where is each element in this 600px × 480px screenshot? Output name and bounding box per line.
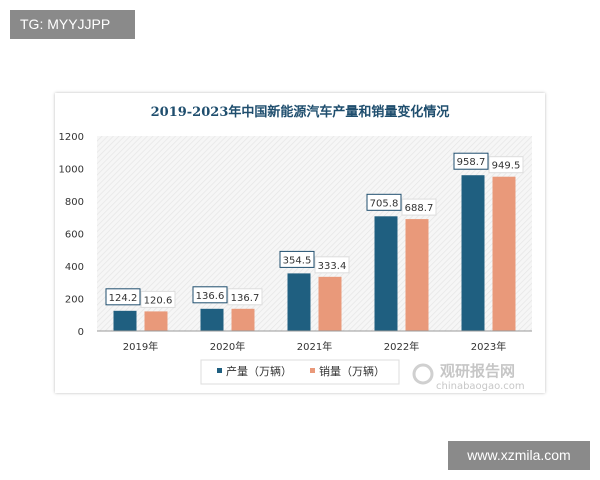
legend-label-production: 产量（万辆）: [226, 364, 292, 378]
data-label: 124.2: [109, 293, 138, 304]
watermark-site: www.xzmila.com: [448, 441, 590, 470]
data-label-box: [105, 288, 141, 306]
y-tick-label: 200: [65, 295, 84, 306]
legend: [200, 359, 400, 385]
data-label: 136.6: [196, 291, 225, 302]
y-tick-label: 600: [65, 230, 84, 241]
data-label-box: [192, 286, 228, 304]
data-label: 958.7: [457, 157, 486, 168]
legend-swatch-production: [217, 368, 222, 373]
bar-production: [374, 216, 398, 331]
watermark-tag: TG: MYYJJPP: [10, 10, 135, 39]
x-tick-label: 2021年: [297, 340, 332, 353]
data-label-box: [227, 288, 263, 306]
x-tick-label: 2023年: [471, 340, 506, 353]
bar-sales: [405, 219, 429, 331]
logo-icon: [412, 363, 434, 385]
y-tick-label: 800: [65, 197, 84, 208]
logo-name: 观研报告网: [440, 362, 515, 380]
bar-production: [461, 175, 485, 331]
bar-sales: [231, 308, 255, 331]
data-label-box: [401, 198, 437, 216]
data-label: 333.4: [318, 261, 347, 272]
data-label: 705.8: [370, 198, 399, 209]
data-label-box: [314, 256, 350, 274]
chart-title: 2019-2023年中国新能源汽车产量和销量变化情况: [151, 104, 450, 120]
publisher-logo: 观研报告网 chinabaogao.com: [412, 362, 525, 392]
data-label: 120.6: [144, 295, 173, 306]
y-tick-label: 0: [78, 327, 84, 338]
x-tick-label: 2020年: [210, 340, 245, 353]
legend-swatch-sales: [310, 368, 315, 373]
bar-production: [200, 308, 224, 331]
bar-sales: [492, 176, 516, 331]
y-tick-label: 400: [65, 262, 84, 273]
data-label: 688.7: [405, 203, 434, 214]
legend-label-sales: 销量（万辆）: [319, 364, 385, 378]
bar-production: [287, 273, 311, 331]
bar-sales: [144, 311, 168, 331]
data-label: 136.7: [231, 293, 260, 304]
data-label-box: [453, 152, 489, 170]
data-label: 354.5: [283, 255, 312, 266]
data-label-box: [279, 250, 315, 268]
data-label-box: [488, 156, 524, 174]
data-label-box: [366, 193, 402, 211]
data-label: 949.5: [492, 161, 521, 172]
logo-url: chinabaogao.com: [436, 381, 525, 392]
y-tick-label: 1200: [59, 132, 84, 143]
bar-sales: [318, 276, 342, 331]
x-tick-label: 2022年: [384, 340, 419, 353]
bar-production: [113, 310, 137, 331]
data-label-box: [140, 290, 176, 308]
x-tick-label: 2019年: [123, 340, 158, 353]
y-tick-label: 1000: [59, 165, 84, 176]
